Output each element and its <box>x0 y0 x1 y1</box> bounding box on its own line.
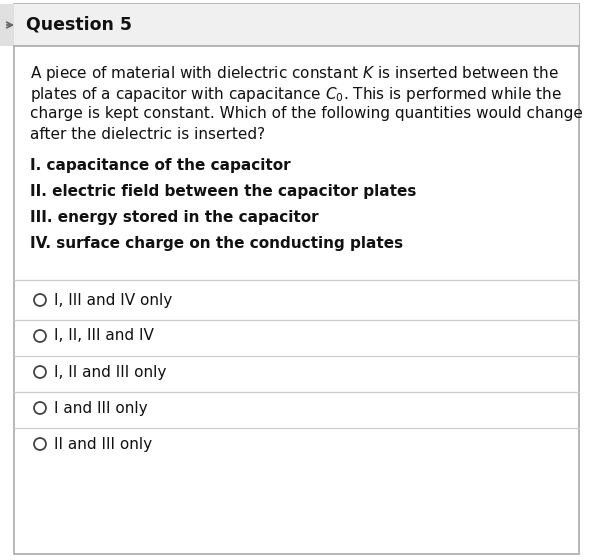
Text: I. capacitance of the capacitor: I. capacitance of the capacitor <box>30 158 291 173</box>
Text: charge is kept constant. Which of the following quantities would change: charge is kept constant. Which of the fo… <box>30 106 583 121</box>
Text: III. energy stored in the capacitor: III. energy stored in the capacitor <box>30 210 318 225</box>
Text: Question 5: Question 5 <box>26 16 132 34</box>
Bar <box>14 4 579 46</box>
Bar <box>0 4 14 46</box>
Text: A piece of material with dielectric constant $\mathit{K}$ is inserted between th: A piece of material with dielectric cons… <box>30 64 559 83</box>
Text: I, III and IV only: I, III and IV only <box>54 292 172 307</box>
Text: IV. surface charge on the conducting plates: IV. surface charge on the conducting pla… <box>30 236 403 251</box>
Text: II and III only: II and III only <box>54 436 152 451</box>
Text: I and III only: I and III only <box>54 400 148 416</box>
Text: I, II and III only: I, II and III only <box>54 365 167 380</box>
Text: II. electric field between the capacitor plates: II. electric field between the capacitor… <box>30 184 416 199</box>
Text: after the dielectric is inserted?: after the dielectric is inserted? <box>30 127 265 142</box>
Text: I, II, III and IV: I, II, III and IV <box>54 329 154 343</box>
Text: plates of a capacitor with capacitance $C_0$. This is performed while the: plates of a capacitor with capacitance $… <box>30 85 562 104</box>
